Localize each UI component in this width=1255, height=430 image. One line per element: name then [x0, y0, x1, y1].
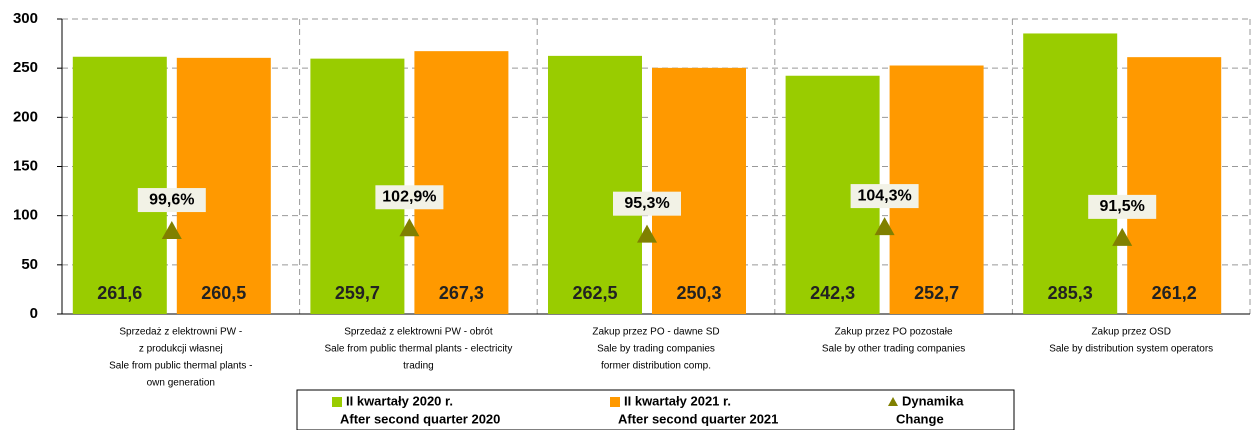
x-tick-label: Sale from public thermal plants - electr… — [324, 344, 512, 355]
bar — [652, 67, 746, 314]
x-tick-label: Sprzedaż z elektrowni PW - obrót — [344, 327, 493, 338]
legend-label: II kwartały 2020 r. — [346, 393, 453, 408]
y-tick-label: 150 — [13, 157, 38, 174]
bar — [176, 57, 271, 314]
bar — [1127, 57, 1222, 315]
value-label: 267,3 — [439, 283, 484, 303]
x-tick-label: Sprzedaż z elektrowni PW - — [119, 327, 242, 338]
bar — [414, 51, 509, 314]
legend-label: Change — [896, 411, 944, 426]
change-label: 91,5% — [1100, 198, 1145, 215]
bar — [72, 56, 167, 314]
legend-label: After second quarter 2021 — [618, 411, 778, 426]
legend-box — [296, 389, 1015, 430]
value-label: 261,2 — [1152, 283, 1197, 303]
value-label: 261,6 — [97, 283, 142, 303]
y-tick-label: 50 — [21, 256, 38, 273]
change-label: 102,9% — [382, 188, 436, 205]
legend-symbol — [888, 397, 898, 406]
change-label-bg — [613, 191, 681, 216]
x-tick-label: Zakup przez PO - dawne SD — [592, 327, 719, 338]
x-tick-label: own generation — [147, 378, 215, 389]
change-marker — [161, 221, 182, 240]
change-label-bg — [1088, 194, 1157, 219]
bar — [1023, 33, 1118, 315]
value-label: 242,3 — [810, 283, 855, 303]
y-tick-label: 100 — [13, 207, 38, 224]
value-label: 285,3 — [1048, 283, 1093, 303]
change-label: 104,3% — [857, 187, 911, 204]
legend-symbol — [610, 397, 620, 407]
x-tick-label: former distribution comp. — [601, 361, 711, 372]
legend-label: II kwartały 2021 r. — [624, 393, 731, 408]
change-marker — [1112, 227, 1133, 246]
value-label: 262,5 — [572, 283, 617, 303]
x-tick-label: Sale by trading companies — [597, 344, 715, 355]
y-tick-label: 250 — [13, 59, 38, 76]
legend-label: After second quarter 2020 — [340, 411, 500, 426]
x-tick-label: Sale from public thermal plants - — [109, 361, 252, 372]
change-label-bg — [850, 184, 919, 209]
value-label: 260,5 — [201, 283, 246, 303]
change-marker — [637, 224, 657, 243]
legend-label: Dynamika — [902, 393, 964, 408]
legend-symbol — [332, 397, 342, 407]
x-tick-label: Zakup przez OSD — [1091, 327, 1170, 338]
x-tick-label: trading — [403, 361, 434, 372]
change-label-bg — [375, 185, 444, 210]
bar — [548, 55, 642, 314]
change-marker — [874, 217, 895, 236]
x-tick-label: z produkcji własnej — [139, 344, 223, 355]
y-tick-label: 300 — [13, 10, 38, 27]
change-label-bg — [137, 188, 206, 213]
y-tick-label: 0 — [30, 305, 38, 322]
value-label: 250,3 — [676, 283, 721, 303]
change-label: 99,6% — [149, 191, 194, 208]
value-label: 252,7 — [914, 283, 959, 303]
change-marker — [399, 218, 420, 237]
x-tick-label: Sale by distribution system operators — [1049, 344, 1213, 355]
value-label: 259,7 — [335, 283, 380, 303]
x-tick-label: Sale by other trading companies — [822, 344, 965, 355]
change-label: 95,3% — [624, 195, 669, 212]
y-tick-label: 200 — [13, 108, 38, 125]
x-tick-label: Zakup przez PO pozostałe — [835, 327, 953, 338]
